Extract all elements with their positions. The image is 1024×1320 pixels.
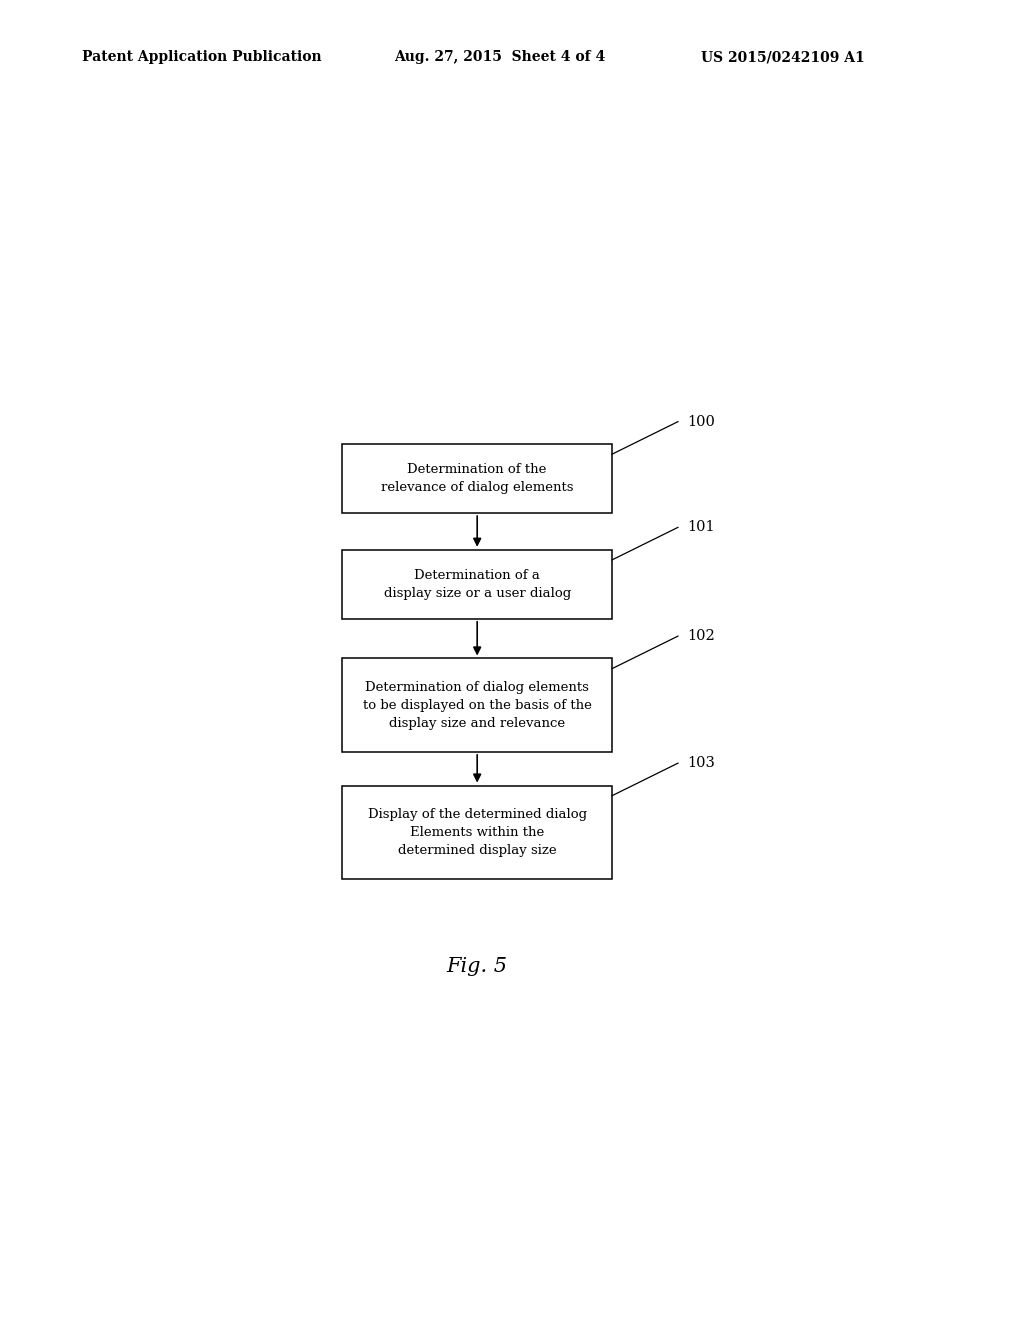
Text: Display of the determined dialog
Elements within the
determined display size: Display of the determined dialog Element… (368, 808, 587, 857)
Text: Fig. 5: Fig. 5 (446, 957, 508, 975)
Text: Determination of a
display size or a user dialog: Determination of a display size or a use… (384, 569, 570, 599)
Text: Patent Application Publication: Patent Application Publication (82, 50, 322, 65)
Text: Determination of the
relevance of dialog elements: Determination of the relevance of dialog… (381, 463, 573, 494)
Bar (342, 549, 612, 619)
Bar (342, 785, 612, 879)
Text: Determination of dialog elements
to be displayed on the basis of the
display siz: Determination of dialog elements to be d… (362, 681, 592, 730)
Text: 102: 102 (687, 630, 715, 643)
Text: US 2015/0242109 A1: US 2015/0242109 A1 (701, 50, 865, 65)
Bar (342, 444, 612, 513)
Text: 103: 103 (687, 756, 716, 770)
Bar (342, 659, 612, 752)
Text: Aug. 27, 2015  Sheet 4 of 4: Aug. 27, 2015 Sheet 4 of 4 (394, 50, 605, 65)
Text: 100: 100 (687, 414, 716, 429)
Text: 101: 101 (687, 520, 715, 535)
